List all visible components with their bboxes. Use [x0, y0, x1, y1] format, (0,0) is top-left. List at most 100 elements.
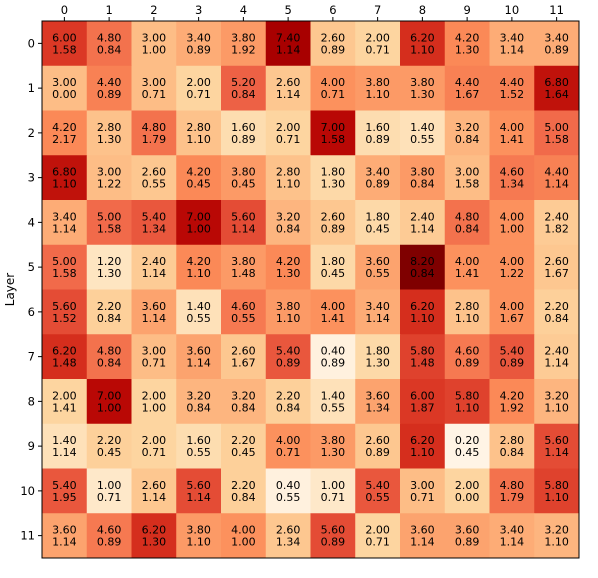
cell-value-label: 2.60 1.34 — [276, 524, 301, 549]
cell-value-label: 2.80 1.10 — [455, 300, 480, 325]
heatmap-cell — [489, 334, 535, 380]
heatmap-cell — [86, 200, 132, 246]
cell-value-label: 5.00 1.58 — [52, 255, 77, 280]
cell-value-label: 5.60 1.14 — [544, 434, 569, 459]
heatmap-cell — [86, 423, 132, 469]
heatmap-cell — [400, 289, 446, 335]
cell-value-label: 1.20 1.30 — [97, 255, 122, 280]
cell-value-label: 2.20 0.84 — [544, 300, 569, 325]
cell-value-label: 3.00 0.71 — [142, 76, 167, 101]
cell-value-label: 1.60 0.89 — [365, 121, 390, 146]
cell-value-label: 2.20 0.84 — [97, 300, 122, 325]
heatmap-cell — [444, 513, 490, 559]
cell-value-label: 1.40 1.14 — [52, 434, 77, 459]
heatmap-cell — [176, 468, 222, 514]
heatmap-cell — [444, 334, 490, 380]
cell-value-label: 4.80 1.79 — [142, 121, 167, 146]
cell-value-label: 3.00 0.71 — [410, 479, 435, 504]
cell-value-label: 5.60 1.14 — [186, 479, 211, 504]
heatmap-cell — [355, 200, 401, 246]
cell-value-label: 3.20 0.84 — [455, 121, 480, 146]
heatmap-cell — [444, 21, 490, 67]
x-tick-label: 11 — [549, 3, 564, 17]
heatmap-cell — [42, 200, 88, 246]
cell-value-label: 3.80 0.84 — [410, 166, 435, 191]
heatmap-cell — [444, 468, 490, 514]
cell-value-label: 3.00 1.00 — [142, 31, 167, 56]
heatmap-cell — [310, 155, 356, 201]
cell-value-label: 1.40 0.55 — [321, 389, 346, 414]
cell-value-label: 3.40 0.89 — [365, 166, 390, 191]
cell-value-label: 4.20 1.30 — [276, 255, 301, 280]
heatmap-cell — [534, 334, 580, 380]
cell-value-label: 5.40 1.34 — [142, 210, 167, 235]
cell-value-label: 4.20 2.17 — [52, 121, 77, 146]
heatmap-cell — [534, 200, 580, 246]
cell-value-label: 0.20 0.45 — [455, 434, 480, 459]
heatmap-cell — [86, 155, 132, 201]
cell-value-label: 5.60 1.52 — [52, 300, 77, 325]
cell-value-label: 3.80 1.10 — [186, 524, 211, 549]
y-tick-label: 1 — [28, 81, 35, 95]
cell-value-label: 4.40 1.67 — [455, 76, 480, 101]
cell-value-label: 4.40 0.89 — [97, 76, 122, 101]
cell-value-label: 4.80 0.84 — [97, 345, 122, 370]
cell-value-label: 2.00 1.00 — [142, 389, 167, 414]
cell-value-label: 2.40 1.14 — [142, 255, 167, 280]
heatmap-cell — [444, 423, 490, 469]
heatmap-cell — [86, 110, 132, 156]
heatmap-cell — [131, 65, 177, 111]
heatmap-cell — [131, 110, 177, 156]
heatmap-cell — [221, 110, 267, 156]
cell-value-label: 5.60 0.89 — [321, 524, 346, 549]
heatmap-cell — [400, 468, 446, 514]
cell-value-label: 4.40 1.14 — [544, 166, 569, 191]
cell-value-label: 5.40 0.55 — [365, 479, 390, 504]
heatmap-cell — [42, 244, 88, 290]
cell-value-label: 2.40 1.82 — [544, 210, 569, 235]
cell-value-label: 2.00 0.71 — [365, 524, 390, 549]
cell-value-label: 5.80 1.48 — [410, 345, 435, 370]
cell-value-label: 7.00 1.00 — [186, 210, 211, 235]
heatmap-cell — [265, 21, 311, 67]
cell-value-label: 3.00 0.00 — [52, 76, 77, 101]
y-tick-label: 7 — [28, 350, 35, 364]
cell-value-label: 5.80 1.10 — [544, 479, 569, 504]
heatmap-cell — [86, 513, 132, 559]
heatmap-cell — [221, 155, 267, 201]
cell-value-label: 4.00 1.41 — [500, 121, 525, 146]
cell-value-label: 4.00 1.41 — [455, 255, 480, 280]
cell-value-label: 3.20 1.10 — [544, 389, 569, 414]
heatmap-cell — [489, 110, 535, 156]
cell-value-label: 7.00 1.58 — [321, 121, 346, 146]
cell-value-label: 2.60 1.67 — [231, 345, 256, 370]
heatmap-cell — [131, 21, 177, 67]
heatmap-cell — [534, 155, 580, 201]
heatmap-cell — [310, 244, 356, 290]
heatmap-cell — [42, 110, 88, 156]
heatmap-cell — [444, 65, 490, 111]
cell-value-label: 4.20 1.10 — [186, 255, 211, 280]
heatmap-cell — [444, 110, 490, 156]
cell-value-label: 5.60 1.14 — [231, 210, 256, 235]
cell-value-label: 4.60 1.34 — [500, 166, 525, 191]
heatmap-cell — [444, 379, 490, 425]
heatmap-cell — [310, 513, 356, 559]
heatmap-cell — [42, 65, 88, 111]
heatmap-cell — [400, 110, 446, 156]
cell-value-label: 3.60 0.55 — [365, 255, 390, 280]
heatmap-cell — [355, 289, 401, 335]
cell-value-label: 0.40 0.55 — [276, 479, 301, 504]
cell-value-label: 3.00 1.22 — [97, 166, 122, 191]
heatmap-cell — [176, 423, 222, 469]
heatmap-cell — [221, 200, 267, 246]
heatmap-cell — [400, 513, 446, 559]
cell-value-label: 3.00 1.58 — [455, 166, 480, 191]
cell-value-label: 4.00 0.71 — [276, 434, 301, 459]
heatmap-cell — [310, 21, 356, 67]
y-tick-label: 3 — [28, 171, 35, 185]
cell-value-label: 3.40 1.14 — [500, 524, 525, 549]
cell-value-label: 4.40 1.52 — [500, 76, 525, 101]
heatmap-cell — [355, 21, 401, 67]
heatmap-cell — [444, 155, 490, 201]
